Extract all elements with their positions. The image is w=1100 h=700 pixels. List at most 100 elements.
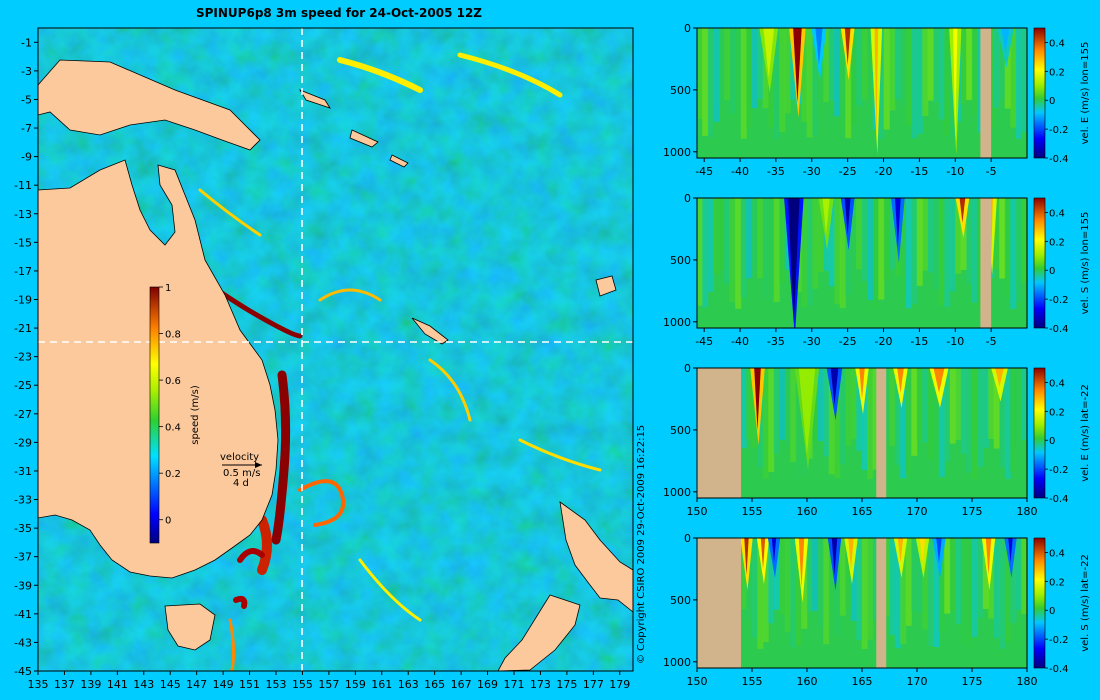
section-stripe (982, 538, 989, 610)
section-stripe (768, 368, 775, 473)
section-stripe (713, 198, 720, 274)
current-streak (237, 548, 265, 563)
section-stripe (834, 198, 841, 305)
section-colorbar-tick-label: -0.2 (1049, 465, 1069, 476)
section-x-tick-label: 165 (852, 505, 873, 518)
section-feature (895, 198, 901, 248)
section-stripe (889, 28, 896, 111)
section-stripe (856, 368, 863, 451)
section-stripe (762, 368, 769, 479)
section-colorbar-tick-label: 0.4 (1049, 208, 1065, 219)
section-stripe (795, 538, 802, 646)
section-stripe (861, 368, 868, 471)
section-colorbar-tick-label: 0.2 (1049, 67, 1065, 78)
section-panel-3: 150 155 160 165 170 175 180 0 500 1000 -0.4 -0.2 0 0.… (663, 362, 1091, 518)
section-stripe (1010, 538, 1017, 623)
section-stripe (889, 368, 896, 447)
section-stripe (845, 368, 852, 446)
land-new-caledonia (411, 317, 449, 345)
section-stripe (894, 538, 901, 649)
section-stripe (839, 368, 846, 465)
section-stripe (828, 28, 835, 101)
section-stripe (966, 28, 973, 100)
section-stripe (751, 28, 758, 109)
current-streak (271, 370, 291, 545)
section-stripe (999, 538, 1006, 649)
map-y-tick-label: -25 (14, 379, 32, 392)
section-field (697, 198, 1027, 328)
section-stripe (856, 198, 863, 270)
section-stripe (977, 198, 984, 309)
section-stripe (779, 28, 786, 133)
section-stripe (982, 368, 989, 448)
section-y-tick-label: 500 (670, 254, 691, 267)
section-stripe (845, 538, 852, 610)
section-stripe (718, 198, 725, 270)
section-stripe (905, 28, 912, 125)
section-x-tick-label: -25 (839, 165, 857, 178)
section-stripe (812, 368, 819, 443)
section-stripe (955, 198, 962, 274)
map-x-tick-label: 139 (80, 678, 101, 691)
section-stripe (955, 368, 962, 440)
section-stripe (867, 198, 874, 301)
map-x-tick-label: 137 (54, 678, 75, 691)
current-streak (457, 52, 563, 98)
section-stripe (773, 368, 780, 454)
section-colorbar (1033, 197, 1046, 329)
section-colorbar-tick-label: 0.2 (1049, 237, 1065, 248)
section-panel-4: 150 155 160 165 170 175 180 0 500 1000 -0.4 -0.2 0 0.… (663, 532, 1091, 688)
section-colorbar-tick-label: 0 (1049, 606, 1055, 617)
section-feature (830, 368, 839, 406)
section-x-tick-label: 165 (852, 675, 873, 688)
section-feature (897, 538, 904, 563)
section-stripe (922, 368, 929, 443)
map-colorbar-tick-label: 0.8 (165, 330, 181, 341)
section-stripe (878, 28, 885, 139)
velocity-legend: velocity 0.5 m/s 4 d (220, 452, 262, 489)
section-stripe (955, 538, 962, 624)
map-x-tick-label: 159 (345, 678, 366, 691)
map-y-tick-label: -15 (14, 236, 32, 249)
section-stripe (938, 28, 945, 120)
section-stripe (988, 368, 995, 440)
section-stripe (812, 538, 819, 611)
section-colorbar-tick-label: 0.4 (1049, 38, 1065, 49)
section-stripe (828, 538, 835, 649)
section-stripe (960, 368, 967, 454)
map-colorbar-tick-label: 0.4 (165, 423, 181, 434)
section-stripe (911, 538, 918, 611)
section-stripe (773, 538, 780, 610)
section-x-tick-label: -35 (767, 165, 785, 178)
map-y-tick-label: -45 (14, 665, 32, 678)
section-feature (1001, 28, 1010, 53)
section-stripe (740, 368, 747, 449)
section-stripe (872, 198, 879, 309)
section-y-tick-label: 500 (670, 84, 691, 97)
map-colorbar-tick-label: 1 (165, 283, 171, 294)
section-stripe (768, 198, 775, 309)
section-stripe (911, 368, 918, 456)
map-x-tick-label: 141 (107, 678, 128, 691)
section-colorbar-tick-label: -0.4 (1049, 324, 1069, 335)
section-stripe (916, 198, 923, 286)
section-land (876, 368, 887, 498)
section-x-tick-label: -5 (986, 165, 997, 178)
section-stripe (762, 198, 769, 298)
section-stripe (779, 198, 786, 284)
section-stripe (889, 538, 896, 635)
section-stripe (757, 28, 764, 100)
map-x-tick-label: 149 (213, 678, 234, 691)
map-x-tick-label: 169 (477, 678, 498, 691)
section-feature (1008, 538, 1013, 563)
section-stripe (762, 28, 769, 109)
section-feature (933, 368, 945, 393)
section-stripe (812, 28, 819, 136)
section-y-tick-label: 500 (670, 424, 691, 437)
section-stripe (993, 28, 1000, 108)
section-stripe (933, 538, 940, 648)
current-streak (337, 57, 423, 93)
section-stripe (938, 198, 945, 307)
section-stripe (944, 198, 951, 308)
section-stripe (905, 368, 912, 474)
